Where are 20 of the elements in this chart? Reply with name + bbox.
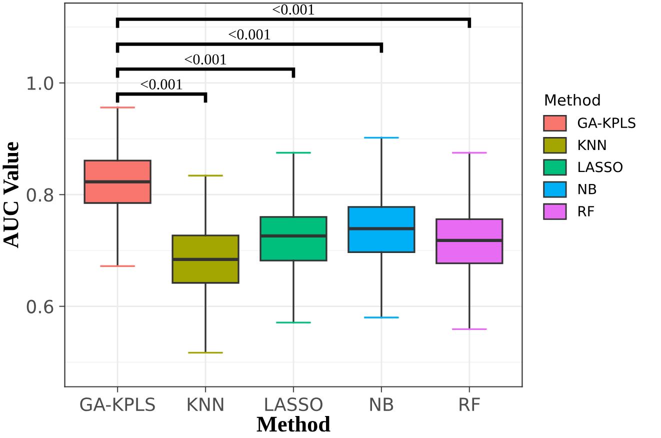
y-tick-label: 0.6 bbox=[26, 300, 54, 314]
x-tick-label: LASSO bbox=[265, 397, 322, 412]
y-axis-title: AUC Value bbox=[2, 142, 18, 248]
y-tick-label: 1.0 bbox=[28, 76, 54, 90]
annotation: <0.001 bbox=[140, 79, 182, 90]
legend-label: GA-KPLS bbox=[578, 118, 636, 128]
x-tick-label: RF bbox=[460, 398, 480, 411]
legend-label: NB bbox=[578, 184, 596, 194]
legend-label: RF bbox=[578, 206, 594, 216]
annotation: <0.001 bbox=[228, 29, 270, 40]
x-tick-label: NB bbox=[370, 398, 394, 411]
legend-title: Method bbox=[545, 94, 600, 106]
x-tick-label: KNN bbox=[188, 398, 224, 411]
y-tick-label: 0.8 bbox=[26, 188, 54, 202]
legend-label: KNN bbox=[578, 140, 606, 150]
annotation: <0.001 bbox=[272, 4, 314, 15]
x-tick-label: GA-KPLS bbox=[80, 397, 155, 412]
annotation: <0.001 bbox=[184, 54, 226, 65]
x-axis-title: Method bbox=[256, 416, 330, 432]
legend-label: LASSO bbox=[578, 162, 623, 172]
